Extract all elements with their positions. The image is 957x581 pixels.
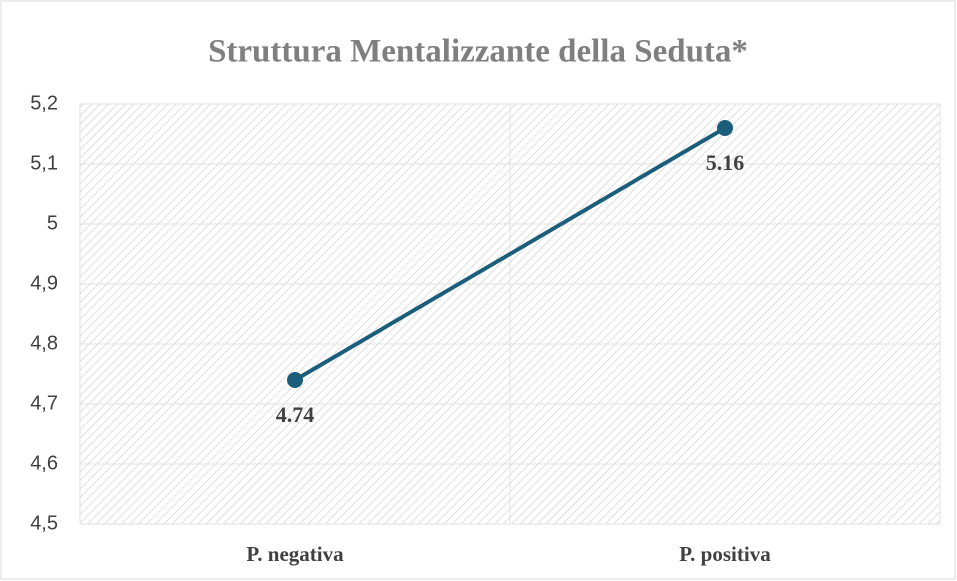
y-tick-label: 4,7 <box>30 392 58 414</box>
y-tick-label: 4,6 <box>30 452 58 474</box>
y-tick-label: 4,9 <box>30 272 58 294</box>
y-tick-label: 4,8 <box>30 332 58 354</box>
y-tick-label: 5,2 <box>30 92 58 114</box>
y-tick-label: 5,1 <box>30 152 58 174</box>
data-label: 5.16 <box>706 150 745 175</box>
data-label: 4.74 <box>276 402 315 427</box>
line <box>293 126 727 382</box>
point <box>287 372 303 388</box>
chart-title: Struttura Mentalizzante della Seduta* <box>208 34 748 70</box>
point <box>717 120 733 136</box>
y-tick-label: 5 <box>47 212 58 234</box>
x-tick-label: P. negativa <box>246 542 344 566</box>
x-tick-label: P. positiva <box>679 542 771 566</box>
y-tick-label: 4,5 <box>30 512 58 534</box>
